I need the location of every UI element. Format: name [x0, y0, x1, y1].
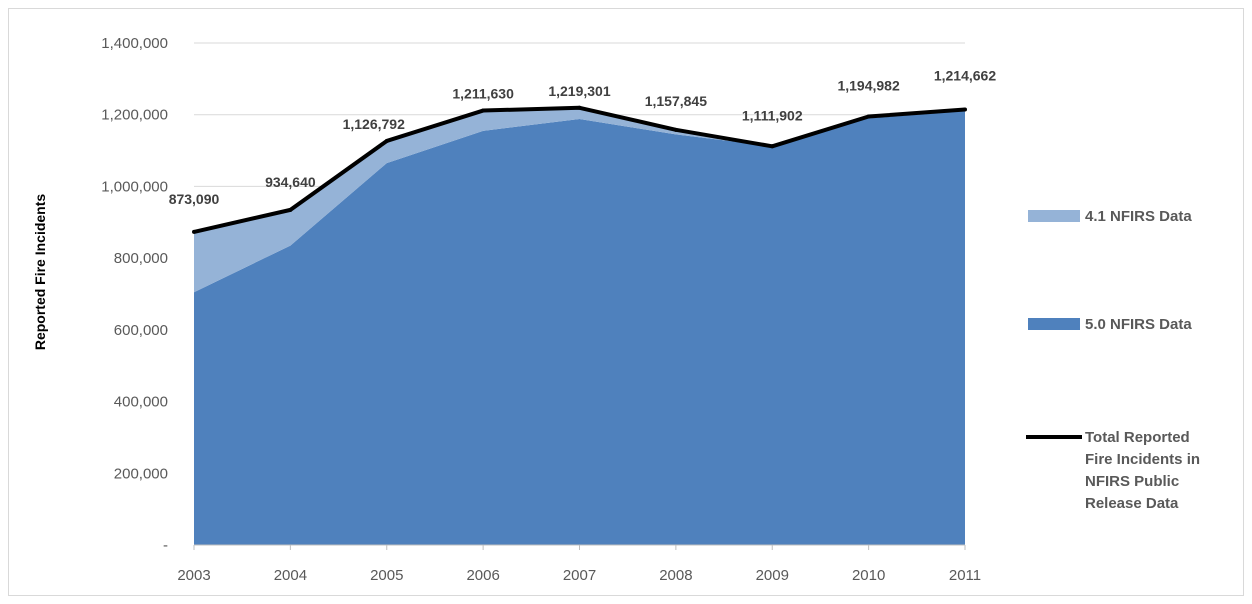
total-point: [770, 144, 775, 149]
chart-frame: [8, 8, 1244, 596]
legend-label: Total Reported Fire Incidents in NFIRS Pub…: [1085, 429, 1200, 512]
total-point: [673, 127, 678, 132]
legend-label-line: Release Data: [1085, 495, 1179, 512]
legend-label-line: Total Reported: [1085, 429, 1190, 446]
legend-label-line: NFIRS Public: [1085, 473, 1179, 490]
total-point: [288, 207, 293, 212]
x-tick-label: 2007: [563, 567, 596, 584]
x-tick-label: 2005: [370, 567, 403, 584]
x-tick-label: 2011: [949, 567, 981, 584]
legend-swatch: [1028, 318, 1080, 330]
total-point: [963, 107, 967, 112]
x-tick-label: 2008: [659, 567, 692, 584]
x-tick-label: 2010: [852, 567, 885, 584]
legend: 4.1 NFIRS Data 5.0 NFIRS Data Total Report…: [1026, 208, 1200, 512]
y-tick-label: -: [163, 537, 168, 554]
area-series-layer: [194, 107, 965, 545]
total-point: [577, 105, 582, 110]
total-point: [384, 138, 389, 143]
legend-label: 5.0 NFIRS Data: [1085, 316, 1192, 333]
legend-swatch: [1028, 210, 1080, 222]
total-point: [481, 108, 486, 113]
area-series-2: [194, 107, 965, 293]
data-label: 1,111,902: [742, 107, 803, 123]
data-label: 1,157,845: [645, 93, 707, 109]
legend-label-line: Fire Incidents in: [1085, 451, 1200, 468]
data-labels: 873,090 934,640 1,126,792 1,211,630 1,219,30…: [169, 67, 997, 206]
data-label: 1,211,630: [452, 86, 514, 102]
y-tick-label: 800,000: [114, 250, 168, 267]
x-tick-label: 2009: [756, 567, 789, 584]
y-tick-label: 600,000: [114, 322, 168, 339]
area-series-1: [194, 111, 965, 545]
y-tick-label: 1,000,000: [101, 178, 168, 195]
data-label: 1,126,792: [343, 116, 405, 132]
y-tick-label: 1,200,000: [101, 107, 168, 124]
data-label: 934,640: [265, 174, 316, 190]
data-label: 1,219,301: [548, 83, 610, 99]
legend-label: 4.1 NFIRS Data: [1085, 208, 1192, 225]
y-tick-label: 1,400,000: [101, 35, 168, 52]
x-tick-label: 2006: [466, 567, 499, 584]
total-line-layer: [192, 105, 967, 234]
y-tick-label: 400,000: [114, 394, 168, 411]
y-axis-label: Reported Fire Incidents: [32, 194, 48, 351]
total-point: [866, 114, 871, 119]
data-label: 1,194,982: [837, 78, 899, 94]
y-tick-label: 200,000: [114, 465, 168, 482]
data-label: 1,214,662: [934, 67, 996, 83]
x-tick-label: 2004: [274, 567, 307, 584]
x-tick-label: 2003: [177, 567, 210, 584]
axes: - 200,000 400,000 600,000 800,000 1,000,000 1,…: [101, 35, 981, 584]
data-label: 873,090: [169, 191, 220, 207]
total-point: [192, 229, 196, 234]
